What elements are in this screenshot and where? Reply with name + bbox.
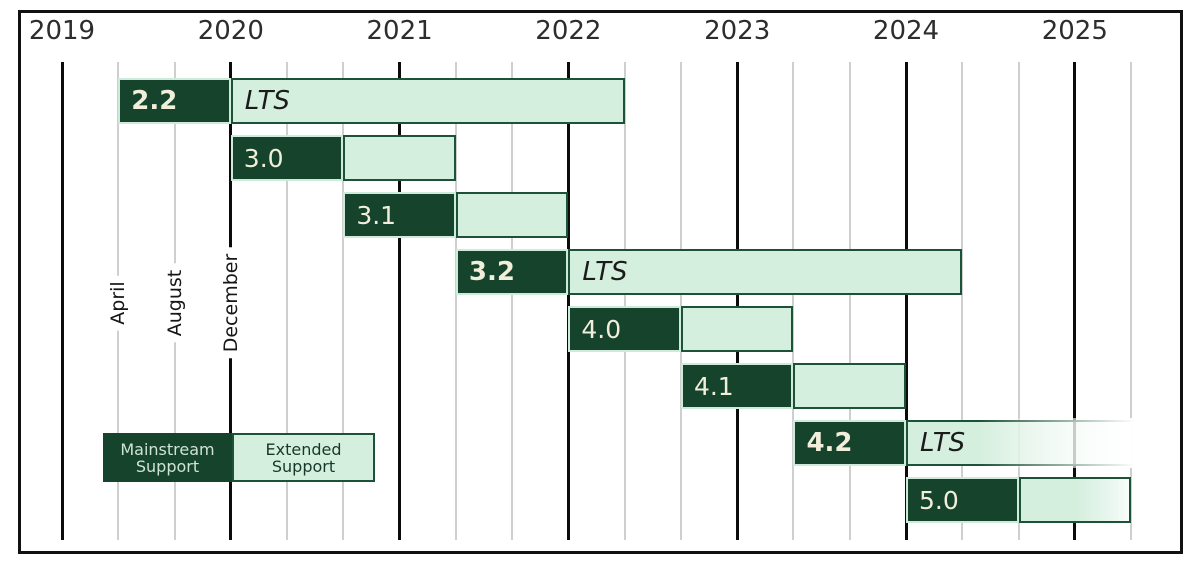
version-bar-4.1-extended (793, 363, 906, 409)
version-bar-4.2-extended: LTS (906, 420, 1168, 466)
version-bar-3.1-mainstream: 3.1 (343, 192, 456, 238)
lts-label: LTS (920, 428, 966, 458)
version-label: 3.1 (356, 200, 397, 230)
year-label-2023: 2023 (704, 16, 771, 46)
gridline-minor-2020-1 (286, 62, 289, 540)
version-bar-2.2-mainstream: 2.2 (118, 78, 231, 124)
legend-extended-label-line2: Support (271, 456, 336, 476)
version-label: 4.0 (581, 314, 622, 344)
gridline-major-2025 (1073, 62, 1077, 540)
version-label: 4.2 (806, 428, 853, 458)
year-label-2025: 2025 (1041, 16, 1108, 46)
version-label: 3.0 (243, 143, 284, 173)
gridline-major-2021 (398, 62, 402, 540)
version-label: 3.2 (468, 257, 515, 287)
version-label: 5.0 (919, 485, 959, 515)
gridline-minor-2024-1 (961, 62, 964, 540)
version-bar-3.0-extended (343, 135, 456, 181)
version-bar-4.1-mainstream: 4.1 (680, 363, 794, 409)
year-label-2024: 2024 (872, 16, 940, 46)
month-label-december: December (218, 247, 243, 359)
gridline-major-2023 (735, 62, 739, 540)
version-bar-2.2-extended: LTS (230, 78, 625, 124)
version-label: 4.1 (693, 371, 734, 401)
legend-extended-support: Extended Support (232, 433, 375, 482)
legend-mainstream-support: Mainstream Support (103, 433, 232, 482)
version-bar-3.2-extended: LTS (568, 249, 963, 295)
version-label: 2.2 (131, 86, 178, 116)
year-label-2020: 2020 (197, 16, 264, 46)
gridline-minor-2020-2 (342, 62, 345, 540)
gridline-minor-2023-1 (792, 62, 795, 540)
gridline-minor-2021-1 (454, 62, 457, 540)
gridline-major-2024 (904, 62, 908, 540)
version-bar-5.0-extended (1018, 477, 1132, 523)
gridline-minor-2022-2 (679, 62, 682, 540)
version-bar-4.0-extended (680, 306, 794, 352)
lts-label: LTS (582, 257, 628, 287)
year-label-2022: 2022 (535, 16, 602, 46)
month-label-april: April (106, 275, 131, 331)
lts-label: LTS (244, 86, 290, 116)
year-label-2021: 2021 (366, 16, 433, 46)
legend-mainstream-label-line2: Support (135, 456, 200, 476)
version-bar-4.2-mainstream: 4.2 (793, 420, 906, 466)
legend-mainstream-label-line1: Mainstream (120, 439, 215, 459)
version-bar-3.0-mainstream: 3.0 (230, 135, 344, 181)
gridline-minor-2023-2 (848, 62, 851, 540)
legend-extended-label-line1: Extended (265, 439, 342, 459)
gridline-minor-2024-2 (1017, 62, 1020, 540)
gridline-minor-2022-1 (623, 62, 626, 540)
year-label-2019: 2019 (28, 16, 96, 46)
support-legend: Mainstream Support Extended Support (103, 433, 375, 482)
gridline-major-2019 (60, 62, 64, 540)
gridline-major-2022 (566, 62, 570, 540)
version-bar-3.2-mainstream: 3.2 (455, 249, 569, 295)
version-bar-5.0-mainstream: 5.0 (906, 477, 1019, 523)
version-bar-4.0-mainstream: 4.0 (568, 306, 681, 352)
version-bar-3.1-extended (455, 192, 569, 238)
month-label-august: August (162, 263, 187, 343)
gridline-minor-2025-1 (1130, 62, 1133, 540)
gridline-minor-2021-2 (511, 62, 514, 540)
